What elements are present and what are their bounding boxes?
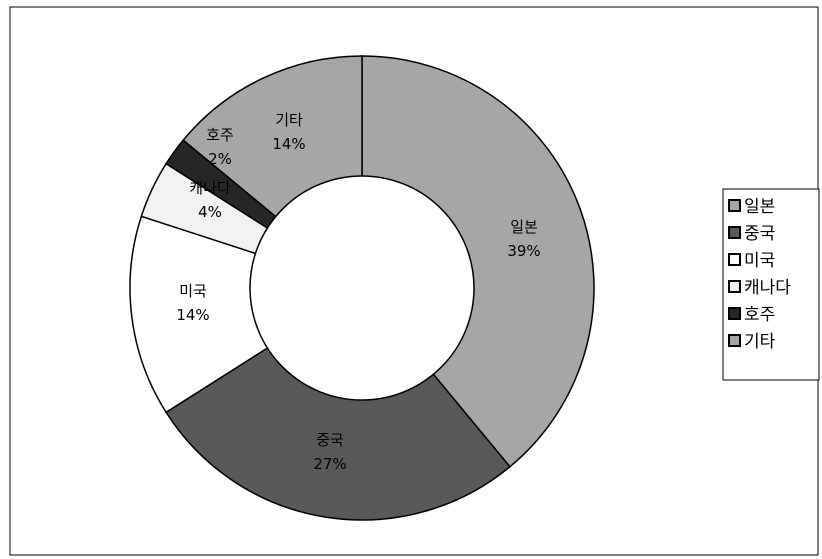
slice-pct-4: 2%: [208, 150, 232, 168]
slice-pct-1: 27%: [313, 455, 346, 473]
slice-2: [129, 215, 364, 414]
slice-pct-0: 39%: [507, 242, 540, 260]
slice-labels: 일본 39% 중국 27% 미국 14% 캐나다 4% 호주 2% 기타 14%: [176, 111, 540, 473]
legend-swatch-5: [728, 334, 741, 347]
legend-label-5: 기타: [744, 332, 776, 352]
slice-label-2: 미국: [179, 282, 207, 300]
legend-swatch-4: [728, 307, 741, 320]
legend-label-2: 미국: [744, 251, 775, 271]
legend-label-4: 호주: [744, 305, 775, 325]
legend-label-3: 캐나다: [744, 278, 791, 298]
legend-swatch-0: [728, 199, 741, 212]
slice-1: [165, 287, 511, 521]
slice-label-3: 캐나다: [189, 179, 231, 197]
donut-hole: [249, 175, 475, 401]
slice-pct-3: 4%: [198, 203, 222, 221]
legend-swatch-2: [728, 253, 741, 266]
legend-label-0: 일본: [744, 197, 775, 217]
legend-swatch-3: [728, 280, 741, 293]
slice-label-5: 기타: [275, 111, 303, 129]
slice-pct-5: 14%: [272, 135, 305, 153]
legend-label-1: 중국: [744, 224, 775, 244]
slice-label-0: 일본: [510, 218, 538, 236]
slice-0: [361, 55, 595, 468]
legend-swatch-1: [728, 226, 741, 239]
slice-pct-2: 14%: [176, 306, 209, 324]
slice-label-4: 호주: [206, 126, 234, 144]
slice-label-1: 중국: [316, 431, 344, 449]
